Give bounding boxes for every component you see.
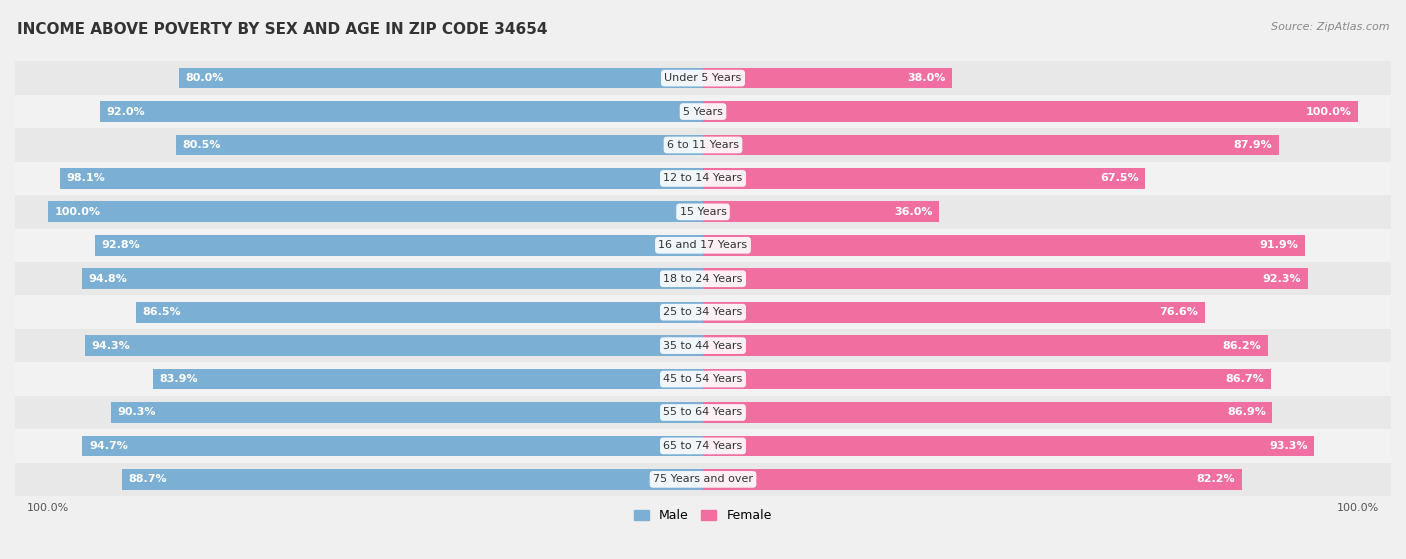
Bar	[153, 369, 703, 390]
Text: 87.9%: 87.9%	[1233, 140, 1272, 150]
Bar	[15, 229, 1391, 262]
Text: 94.3%: 94.3%	[91, 340, 131, 350]
Bar	[100, 101, 703, 122]
Bar	[703, 469, 1241, 490]
Bar	[703, 168, 1146, 189]
Bar	[136, 302, 703, 323]
Bar	[15, 262, 1391, 296]
Text: 15 Years: 15 Years	[679, 207, 727, 217]
Text: 75 Years and over: 75 Years and over	[652, 475, 754, 484]
Text: 18 to 24 Years: 18 to 24 Years	[664, 274, 742, 284]
Bar	[15, 95, 1391, 128]
Bar	[15, 396, 1391, 429]
Text: 25 to 34 Years: 25 to 34 Years	[664, 307, 742, 317]
Bar	[15, 296, 1391, 329]
Bar	[703, 402, 1272, 423]
Bar	[703, 135, 1279, 155]
Text: INCOME ABOVE POVERTY BY SEX AND AGE IN ZIP CODE 34654: INCOME ABOVE POVERTY BY SEX AND AGE IN Z…	[17, 22, 547, 37]
Bar	[15, 162, 1391, 195]
Text: 6 to 11 Years: 6 to 11 Years	[666, 140, 740, 150]
Text: 86.9%: 86.9%	[1227, 408, 1265, 418]
Text: 91.9%: 91.9%	[1260, 240, 1299, 250]
Text: 80.0%: 80.0%	[186, 73, 224, 83]
Bar	[15, 463, 1391, 496]
Text: 45 to 54 Years: 45 to 54 Years	[664, 374, 742, 384]
Text: 88.7%: 88.7%	[128, 475, 167, 484]
Bar	[703, 201, 939, 222]
Text: 92.0%: 92.0%	[107, 107, 145, 116]
Bar	[111, 402, 703, 423]
Text: 38.0%: 38.0%	[907, 73, 945, 83]
Text: 83.9%: 83.9%	[160, 374, 198, 384]
Legend: Male, Female: Male, Female	[634, 509, 772, 522]
Bar	[703, 335, 1268, 356]
Text: 94.8%: 94.8%	[89, 274, 128, 284]
Text: 67.5%: 67.5%	[1099, 173, 1139, 183]
Bar	[703, 68, 952, 88]
Text: 65 to 74 Years: 65 to 74 Years	[664, 441, 742, 451]
Bar	[15, 128, 1391, 162]
Text: 55 to 64 Years: 55 to 64 Years	[664, 408, 742, 418]
Bar	[82, 268, 703, 289]
Bar	[179, 68, 703, 88]
Bar	[703, 302, 1205, 323]
Text: 36.0%: 36.0%	[894, 207, 932, 217]
Bar	[96, 235, 703, 255]
Text: 100.0%: 100.0%	[55, 207, 100, 217]
Text: 93.3%: 93.3%	[1270, 441, 1308, 451]
Bar	[703, 235, 1305, 255]
Text: 92.3%: 92.3%	[1263, 274, 1301, 284]
Text: 94.7%: 94.7%	[89, 441, 128, 451]
Text: 76.6%: 76.6%	[1160, 307, 1198, 317]
Bar	[83, 435, 703, 456]
Text: 35 to 44 Years: 35 to 44 Years	[664, 340, 742, 350]
Text: 86.7%: 86.7%	[1226, 374, 1264, 384]
Bar	[60, 168, 703, 189]
Bar	[703, 369, 1271, 390]
Text: 90.3%: 90.3%	[118, 408, 156, 418]
Text: 5 Years: 5 Years	[683, 107, 723, 116]
Bar	[15, 195, 1391, 229]
Text: 80.5%: 80.5%	[183, 140, 221, 150]
Bar	[15, 362, 1391, 396]
Text: 100.0%: 100.0%	[1306, 107, 1351, 116]
Text: 16 and 17 Years: 16 and 17 Years	[658, 240, 748, 250]
Text: Source: ZipAtlas.com: Source: ZipAtlas.com	[1271, 22, 1389, 32]
Bar	[122, 469, 703, 490]
Bar	[703, 435, 1315, 456]
Text: 98.1%: 98.1%	[66, 173, 105, 183]
Bar	[176, 135, 703, 155]
Bar	[15, 329, 1391, 362]
Text: Under 5 Years: Under 5 Years	[665, 73, 741, 83]
Text: 82.2%: 82.2%	[1197, 475, 1234, 484]
Bar	[15, 61, 1391, 95]
Bar	[703, 268, 1308, 289]
Text: 86.2%: 86.2%	[1222, 340, 1261, 350]
Text: 92.8%: 92.8%	[101, 240, 141, 250]
Text: 12 to 14 Years: 12 to 14 Years	[664, 173, 742, 183]
Bar	[703, 101, 1358, 122]
Bar	[86, 335, 703, 356]
Bar	[15, 429, 1391, 463]
Bar	[48, 201, 703, 222]
Text: 86.5%: 86.5%	[143, 307, 181, 317]
